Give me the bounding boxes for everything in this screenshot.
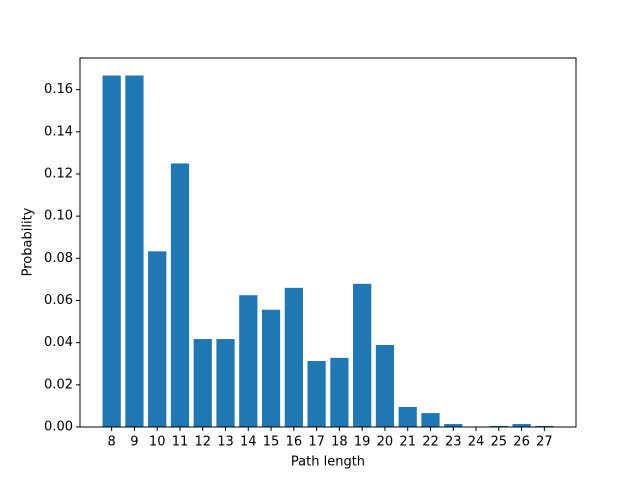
y-tick-label: 0.04 bbox=[44, 335, 73, 350]
bar bbox=[193, 339, 212, 427]
y-tick-label: 0.02 bbox=[44, 377, 73, 392]
x-axis-label: Path length bbox=[291, 455, 365, 470]
x-tick-label: 23 bbox=[445, 435, 462, 450]
bar bbox=[375, 344, 395, 427]
bar bbox=[261, 309, 281, 427]
x-tick-label: 21 bbox=[399, 435, 416, 450]
x-tick-label: 18 bbox=[331, 435, 348, 450]
bar bbox=[512, 424, 531, 427]
bar bbox=[535, 425, 554, 427]
bar bbox=[307, 361, 326, 427]
y-axis-label: Probability bbox=[21, 207, 36, 276]
x-tick-label: 27 bbox=[536, 435, 553, 450]
x-tick-label: 13 bbox=[217, 435, 234, 450]
x-tick-label: 12 bbox=[194, 435, 211, 450]
bar bbox=[239, 295, 258, 427]
bar bbox=[489, 425, 508, 427]
x-tick-label: 15 bbox=[263, 435, 280, 450]
x-tick-label: 22 bbox=[422, 435, 439, 450]
x-tick-label: 17 bbox=[308, 435, 325, 450]
x-tick-label: 8 bbox=[108, 435, 116, 450]
x-tick-label: 26 bbox=[513, 435, 530, 450]
y-tick-label: 0.16 bbox=[44, 82, 73, 97]
x-tick-label: 24 bbox=[468, 435, 485, 450]
bar bbox=[216, 339, 235, 427]
bar bbox=[353, 283, 372, 427]
y-tick-label: 0.08 bbox=[44, 251, 73, 266]
x-tick-label: 14 bbox=[240, 435, 257, 450]
bar bbox=[284, 287, 303, 427]
bar bbox=[444, 424, 463, 427]
x-tick-label: 20 bbox=[377, 435, 394, 450]
x-tick-label: 25 bbox=[491, 435, 508, 450]
y-tick-label: 0.14 bbox=[44, 124, 73, 139]
x-tick-label: 19 bbox=[354, 435, 371, 450]
bar bbox=[170, 163, 190, 427]
bar bbox=[148, 251, 167, 427]
bar bbox=[398, 406, 417, 427]
x-tick-label: 11 bbox=[172, 435, 189, 450]
plot-frame bbox=[79, 57, 577, 428]
x-tick-label: 10 bbox=[149, 435, 166, 450]
y-tick-label: 0.12 bbox=[44, 166, 73, 181]
x-tick-label: 16 bbox=[286, 435, 303, 450]
y-tick-label: 0.06 bbox=[44, 293, 73, 308]
x-tick-label: 9 bbox=[130, 435, 138, 450]
bar bbox=[330, 357, 349, 427]
bar bbox=[125, 75, 144, 427]
bar bbox=[421, 413, 440, 427]
bar bbox=[102, 75, 121, 427]
y-tick-label: 0.00 bbox=[44, 420, 73, 435]
y-tick-label: 0.10 bbox=[44, 209, 73, 224]
